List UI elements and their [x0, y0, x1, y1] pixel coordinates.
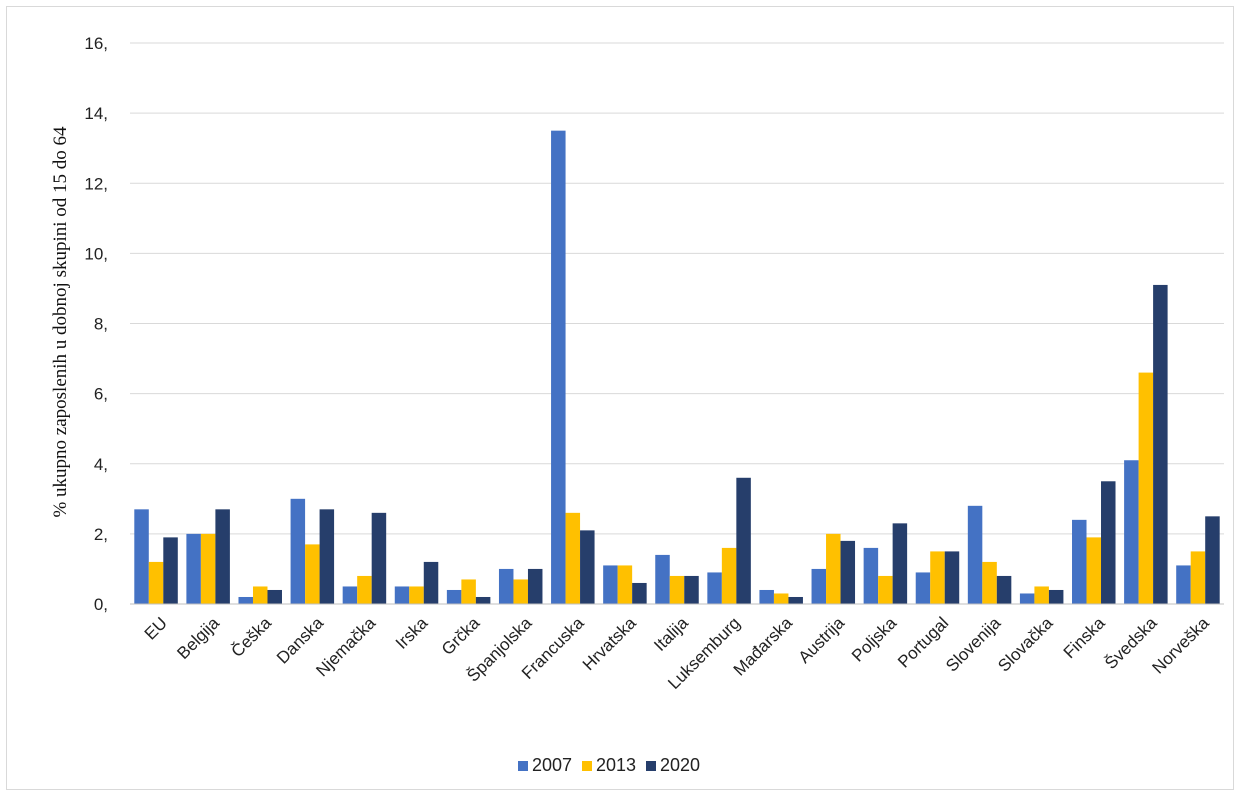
- bar-2013-14: [878, 575, 893, 604]
- bar-2007-19: [1124, 460, 1139, 604]
- bar-2013-7: [513, 579, 528, 604]
- x-tick-label: Irska: [392, 613, 432, 653]
- bar-2007-12: [759, 589, 774, 604]
- bar-2020-2: [267, 589, 282, 604]
- y-tick-label: 0,: [94, 595, 108, 614]
- x-tick-label: Hrvatska: [579, 613, 640, 674]
- legend-swatch: [582, 761, 592, 771]
- y-tick-label: 12,: [84, 174, 108, 193]
- x-tick-label: Slovačka: [994, 613, 1057, 676]
- x-tick-label: Italija: [650, 613, 692, 655]
- bar-2007-10: [655, 554, 670, 604]
- bar-2013-12: [773, 593, 789, 604]
- bar-2007-8: [551, 130, 566, 604]
- bar-2020-12: [788, 596, 803, 604]
- y-tick-label: 10,: [84, 244, 108, 263]
- bar-2020-11: [736, 477, 751, 604]
- legend-label: 2020: [660, 755, 700, 775]
- bar-2020-3: [319, 509, 335, 604]
- y-tick-label: 14,: [84, 104, 108, 123]
- bar-2007-11: [707, 572, 722, 604]
- bars: [134, 130, 1220, 604]
- x-tick-label: Poljska: [848, 613, 901, 666]
- x-tick-label: Finska: [1060, 613, 1109, 662]
- x-tick-label: Austrija: [795, 613, 849, 667]
- bar-2013-5: [409, 586, 424, 604]
- bar-2007-2: [238, 596, 253, 604]
- bar-2013-10: [669, 575, 685, 604]
- bar-2007-3: [290, 498, 306, 604]
- bar-2007-7: [498, 568, 514, 604]
- bar-2020-5: [423, 561, 439, 604]
- bar-2020-4: [371, 512, 387, 604]
- bar-2007-20: [1176, 565, 1191, 604]
- bar-2020-6: [475, 596, 491, 604]
- bar-2020-7: [527, 568, 543, 604]
- bar-2013-17: [1034, 586, 1049, 604]
- bar-2007-4: [342, 586, 358, 604]
- legend-label: 2007: [532, 755, 572, 775]
- bar-2020-15: [944, 551, 960, 604]
- legend-label: 2013: [596, 755, 636, 775]
- gridlines: [130, 42, 1224, 535]
- bar-2020-19: [1153, 284, 1168, 604]
- legend-swatch: [646, 761, 656, 771]
- bar-2020-14: [892, 523, 908, 604]
- chart-frame: [6, 6, 1234, 790]
- bar-2007-18: [1072, 519, 1087, 604]
- bar-2013-18: [1086, 537, 1102, 604]
- bar-2020-18: [1101, 481, 1116, 604]
- bar-2007-17: [1019, 593, 1035, 604]
- bar-2013-13: [826, 533, 841, 604]
- bar-2007-14: [863, 547, 879, 604]
- bar-2007-15: [915, 572, 931, 604]
- x-tick-label: Slovenija: [942, 613, 1005, 676]
- bar-2020-10: [684, 575, 699, 604]
- y-axis-ticks: 0, 2, 4, 6, 8, 10, 12, 14, 16,: [84, 34, 108, 614]
- bar-2007-0: [134, 509, 149, 604]
- bar-2013-1: [200, 533, 216, 604]
- x-tick-label: EU: [141, 613, 171, 643]
- y-axis-label: % ukupno zaposlenih u dobnoj skupini od …: [50, 126, 71, 518]
- bar-2013-20: [1190, 551, 1206, 604]
- bar-2020-9: [632, 582, 647, 604]
- bar-2007-16: [967, 505, 983, 604]
- bar-2013-4: [357, 575, 372, 604]
- bar-2007-5: [394, 586, 410, 604]
- bar-2007-9: [603, 565, 618, 604]
- y-tick-label: 2,: [94, 525, 108, 544]
- x-tick-label: Grčka: [438, 613, 484, 659]
- bar-2013-8: [565, 512, 581, 604]
- bar-2013-15: [930, 551, 945, 604]
- x-tick-label: Češka: [228, 613, 276, 661]
- bar-2020-1: [215, 509, 230, 604]
- y-tick-label: 16,: [84, 34, 108, 53]
- bar-2013-3: [305, 544, 320, 604]
- bar-2007-13: [811, 568, 827, 604]
- bar-2020-16: [996, 575, 1012, 604]
- bar-2020-13: [840, 540, 856, 604]
- bar-2013-2: [252, 586, 268, 604]
- bar-2020-20: [1205, 516, 1220, 604]
- bar-2020-8: [580, 530, 595, 604]
- legend-swatch: [518, 761, 528, 771]
- x-tick-label: Norveška: [1149, 613, 1214, 678]
- bar-2013-6: [461, 579, 476, 604]
- y-tick-label: 4,: [94, 455, 108, 474]
- bar-2007-1: [186, 533, 201, 604]
- legend: 2007 2013 2020: [518, 755, 700, 775]
- x-tick-label: Belgija: [173, 613, 223, 663]
- bar-2013-11: [721, 547, 737, 604]
- bar-2007-6: [446, 589, 462, 604]
- bar-2013-19: [1138, 372, 1154, 604]
- bar-2013-9: [617, 565, 633, 604]
- bar-2020-0: [163, 537, 178, 604]
- bar-2013-16: [982, 561, 997, 604]
- bar-2020-17: [1048, 589, 1064, 604]
- y-tick-label: 6,: [94, 385, 108, 404]
- bar-2013-0: [148, 561, 164, 604]
- y-tick-label: 8,: [94, 315, 108, 334]
